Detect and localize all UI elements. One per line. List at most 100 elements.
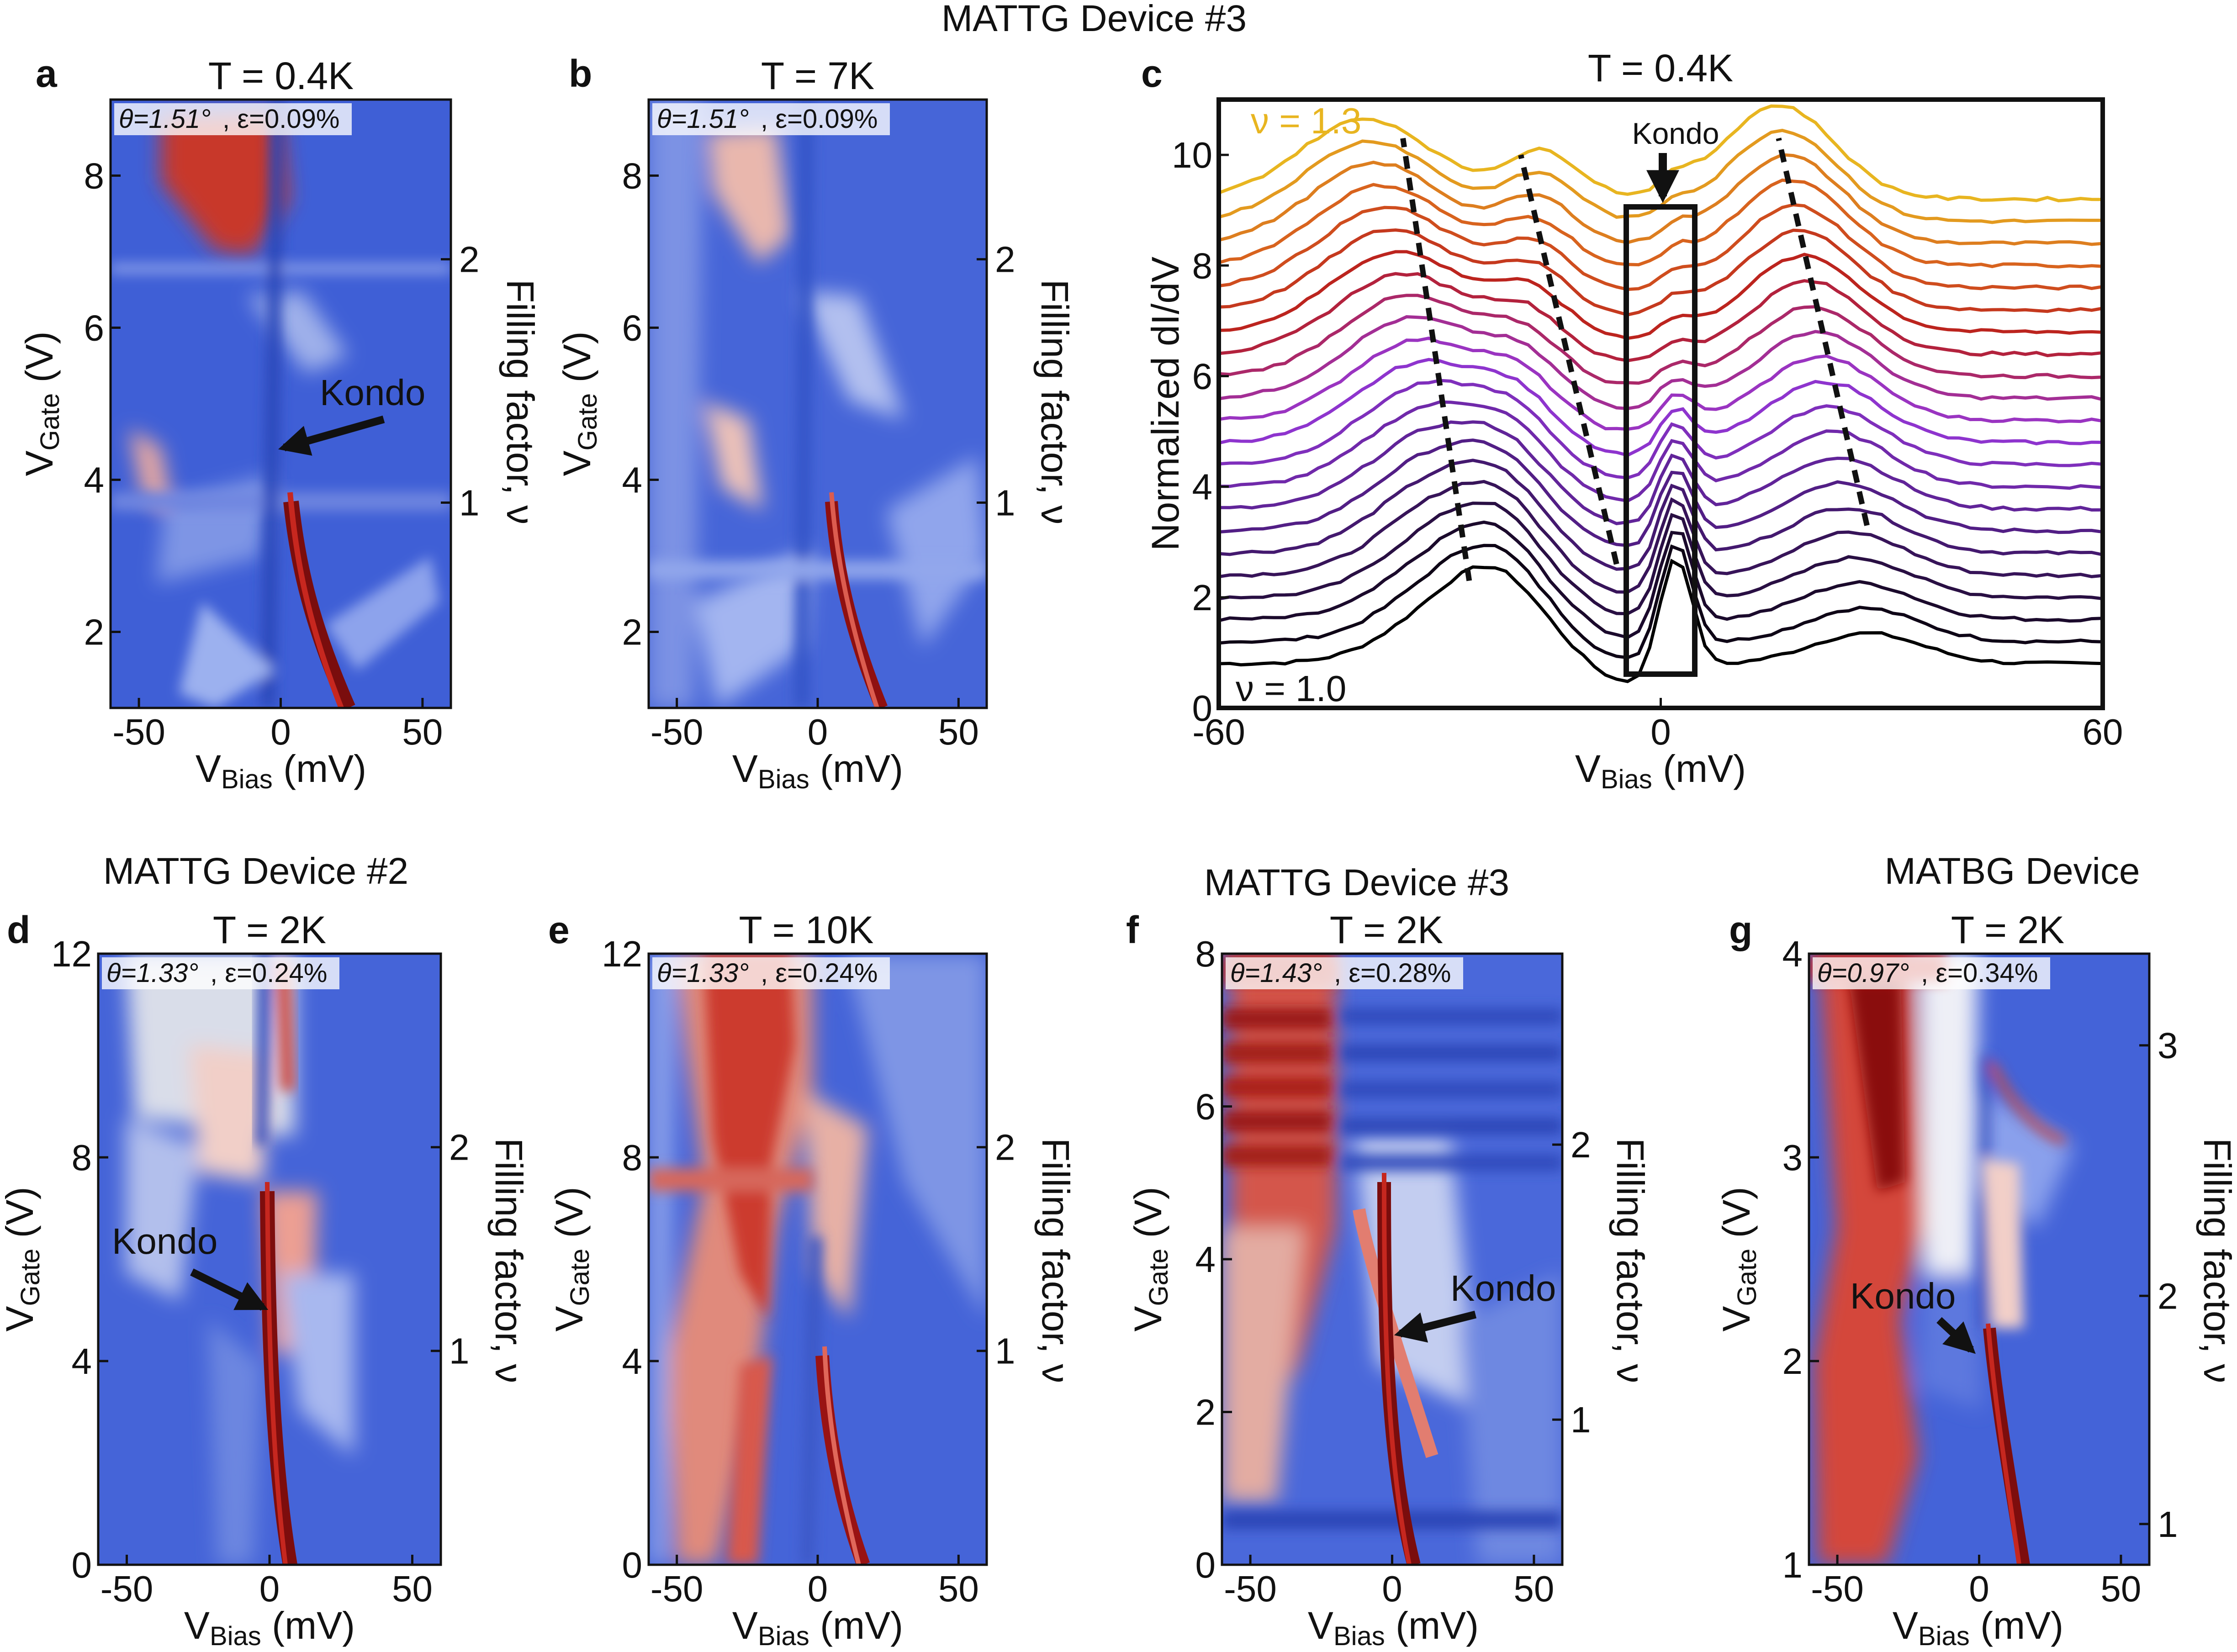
panel-letter-d: d [7,908,30,951]
spectrum-curve [1218,336,2103,431]
panel-g-param-eps: , ε=0.34% [1921,958,2038,988]
panel-a-xlabel: VBias (mV) [196,747,366,794]
filling-tick-label: 1 [995,1331,1015,1372]
x-tick-label: 0 [808,1568,828,1609]
panel-g-kondo-label: Kondo [1850,1276,1956,1316]
x-tick-label: -50 [112,712,165,752]
y-tick-label: 6 [622,308,643,348]
x-tick-label: 0 [259,1568,280,1609]
spectrum-curve [1218,358,2103,457]
panel-b-filling-label: Filling factor, ν [1033,280,1076,525]
panel-f-kondo-label: Kondo [1450,1268,1556,1309]
panel-letter-c: c [1141,52,1163,95]
x-tick-label: 50 [1513,1568,1554,1609]
y-tick-label: 2 [622,612,643,653]
x-tick-label: 0 [1382,1568,1402,1609]
panel-letter-e: e [548,908,570,951]
y-tick-label: 8 [622,1137,643,1178]
y-tick-label: 8 [622,156,643,196]
y-tick-label: 0 [622,1545,643,1585]
x-tick-label: 50 [392,1568,433,1609]
y-tick-label: 6 [1195,1087,1216,1127]
panel-a: a T = 0.4K θ=1.51° , ε=0.09% [18,52,542,794]
panel-b-ticks: -50 0 50 2 4 6 8 [622,156,979,753]
x-tick-label: 60 [2083,712,2123,752]
panel-d-kondo-label: Kondo [112,1221,217,1261]
panel-a-kondo-arrow [278,415,385,456]
x-tick-label: -50 [1811,1568,1864,1609]
panel-e-map: θ=1.33° , ε=0.24% [649,954,987,1565]
spectrum-curve [1218,520,2103,639]
panel-g-filling-ticks: 1 2 3 [2139,1025,2178,1545]
y-tick-label: 6 [84,308,105,348]
panel-b-title: T = 7K [761,54,874,97]
peak-guide-line [1776,137,1870,526]
panel-d-kondo-arrow [190,1268,269,1311]
spectrum-curve [1218,272,2103,363]
panel-d-title: T = 2K [213,908,326,951]
y-tick-label: 0 [1195,1545,1216,1585]
panel-g-map: θ=0.97° , ε=0.34% [1809,954,2149,1565]
x-tick-label: -60 [1192,712,1245,752]
panel-f-kondo-arrow [1394,1310,1477,1343]
y-tick-label: 2 [1195,1392,1216,1433]
panel-c-nu-end: ν = 1.3 [1251,100,1361,141]
panel-c-xlabel: VBias (mV) [1575,747,1746,794]
spectrum-curve [1218,153,2103,246]
x-tick-label: 0 [270,712,291,752]
panel-letter-b: b [569,52,592,95]
y-tick-label: 4 [622,460,643,501]
panel-c-nu-start: ν = 1.0 [1236,668,1346,709]
panel-g-filling-label: Filling factor, ν [2196,1138,2237,1383]
y-tick-label: 4 [72,1341,92,1382]
panel-f-param-eps: , ε=0.28% [1334,958,1451,988]
panel-f-map: θ=1.43° , ε=0.28% [1222,954,1562,1565]
panel-f-title: T = 2K [1330,908,1443,951]
peak-guide-line [1400,137,1472,581]
spectrum-curve [1218,178,2103,269]
panel-f-filling-ticks: 12 [1552,1124,1591,1440]
panel-a-filling-ticks: 12 [441,239,480,523]
y-tick-label: 2 [1782,1341,1803,1382]
y-tick-label: 2 [84,612,105,653]
x-tick-label: 0 [1969,1568,1989,1609]
filling-tick-label: 1 [995,482,1015,523]
panel-b-param-theta: θ=1.51° [657,104,749,134]
panel-c-guides [1400,137,1870,581]
panel-f-param-theta: θ=1.43° [1230,958,1322,988]
filling-tick-label: 3 [2158,1025,2178,1066]
panel-f-ylabel: VGate (V) [1126,1187,1174,1331]
panel-b-map: θ=1.51° , ε=0.09% [649,100,987,708]
panel-e-param-theta: θ=1.33° [657,958,749,988]
panel-c-curves [1218,104,2103,683]
y-tick-label: 3 [1782,1137,1803,1178]
header-f: MATTG Device #3 [1204,862,1509,903]
y-tick-label: 8 [1192,245,1213,286]
y-tick-label: 12 [51,934,92,974]
panel-a-filling-label: Filling factor, ν [499,280,542,525]
spectrum-curve [1218,544,2103,660]
panel-g-ylabel: VGate (V) [1715,1187,1762,1331]
panel-a-ticks: -50 0 50 2 4 6 8 [84,156,443,753]
y-tick-label: 8 [1195,934,1216,974]
x-tick-label: -50 [650,712,703,752]
y-tick-label: 1 [1782,1545,1803,1585]
panel-a-map: θ=1.51° , ε=0.09% [111,100,451,708]
spectrum-curve [1218,459,2103,571]
y-tick-label: 4 [1192,467,1213,507]
spectrum-curve [1218,400,2103,503]
panel-c-kondo-box [1624,204,1698,677]
y-tick-label: 4 [1195,1239,1216,1280]
filling-tick-label: 1 [449,1331,470,1372]
panel-f: f T = 2K [1126,908,1652,1651]
panel-g: g T = 2K θ=0.97° , ε=0.34% - [1715,908,2237,1651]
y-tick-label: 0 [72,1545,92,1585]
y-tick-label: 4 [622,1341,643,1382]
y-tick-label: 4 [84,460,105,501]
